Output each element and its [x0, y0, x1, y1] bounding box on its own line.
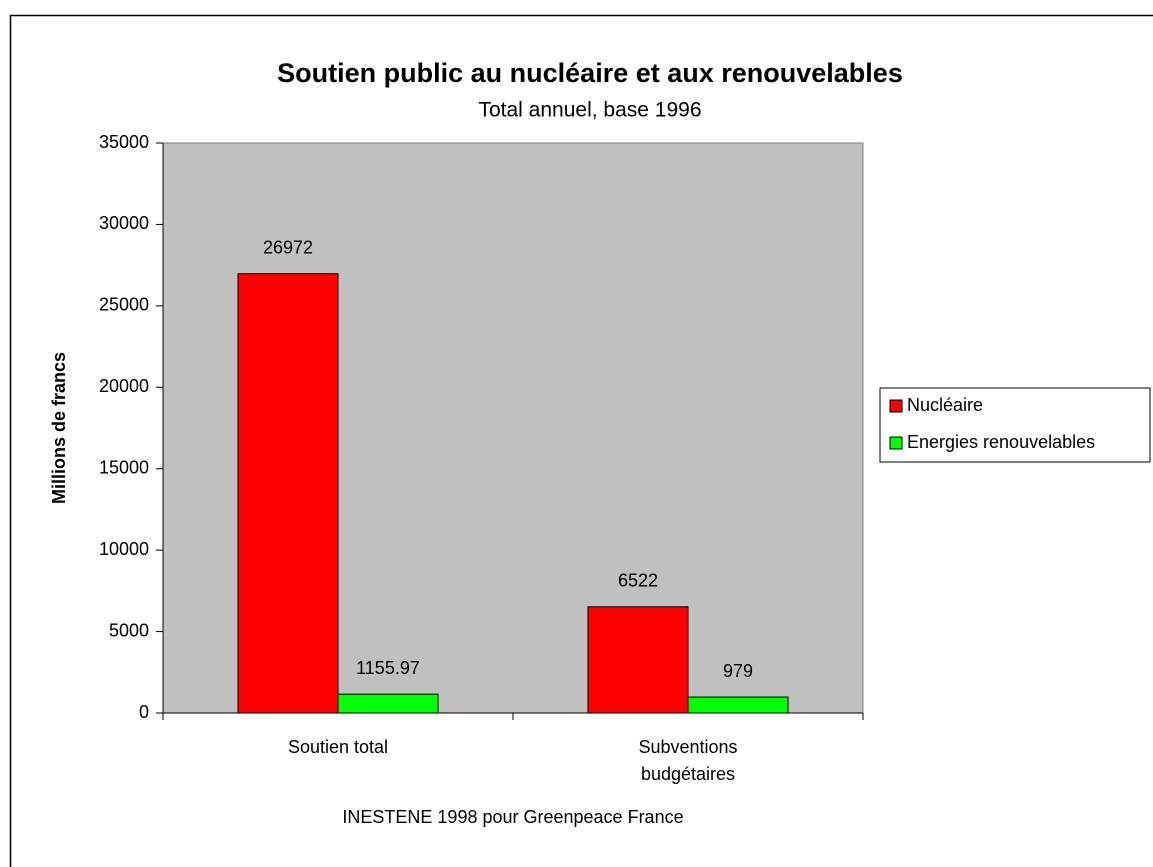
x-tick-label: Soutien total	[287, 737, 389, 757]
data-label: 26972	[263, 237, 313, 257]
y-axis-label: Millions de francs	[49, 352, 69, 504]
bar	[337, 693, 439, 714]
legend-label: Energies renouvelables	[907, 432, 1095, 452]
chart-subtitle: Total annuel, base 1996	[478, 99, 701, 122]
source-note: INESTENE 1998 pour Greenpeace France	[342, 807, 683, 827]
y-tick-label: 35000	[99, 132, 149, 152]
y-tick-label: 0	[139, 702, 149, 722]
y-tick-label: 30000	[99, 213, 149, 233]
y-tick-label: 15000	[99, 457, 149, 477]
bar	[687, 696, 789, 714]
legend-box	[879, 387, 1151, 463]
legend-swatch	[889, 436, 903, 450]
bar	[237, 273, 339, 714]
bar	[587, 606, 689, 714]
x-tick-label: Subventions budgétaires	[638, 737, 738, 784]
legend-swatch	[889, 399, 903, 413]
chart-title: Soutien public au nucléaire et aux renou…	[277, 58, 903, 88]
legend-label: Nucléaire	[907, 395, 983, 415]
y-tick-label: 20000	[99, 376, 149, 396]
y-tick-label: 10000	[99, 539, 149, 559]
data-label: 979	[723, 661, 753, 681]
data-label: 6522	[618, 571, 658, 591]
y-tick-label: 5000	[109, 620, 149, 640]
y-tick-label: 25000	[99, 295, 149, 315]
data-label: 1155.97	[356, 658, 420, 678]
